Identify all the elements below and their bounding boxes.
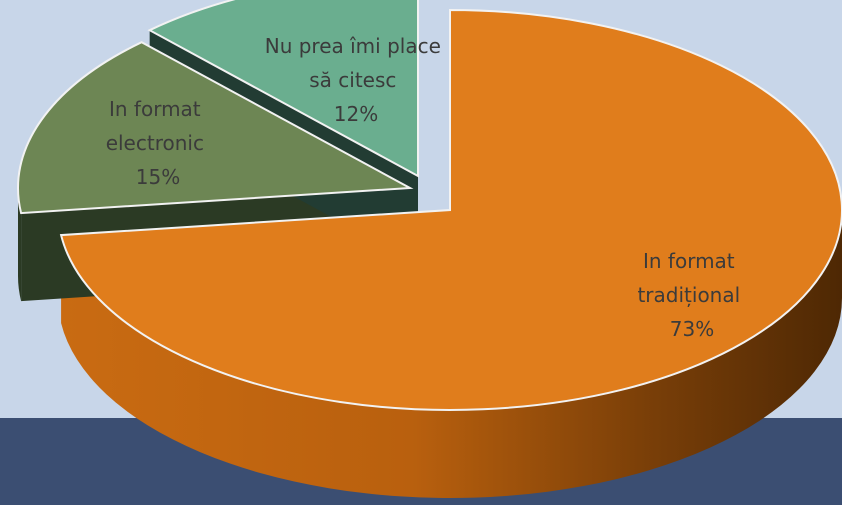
slice-label-nu-prea: Nu prea îmi place să citesc 12%	[265, 34, 448, 126]
slice-electronic-side	[18, 188, 22, 302]
slice-nu-prea	[147, 0, 419, 178]
slice-label-traditional: In format tradițional 73%	[637, 249, 746, 341]
slice-label-electronic: In format electronic 15%	[106, 97, 211, 189]
slice-traditional	[59, 8, 842, 411]
slice-electronic	[17, 41, 414, 215]
slice-traditional-side	[61, 210, 842, 499]
slice-traditional-group	[61, 210, 842, 499]
